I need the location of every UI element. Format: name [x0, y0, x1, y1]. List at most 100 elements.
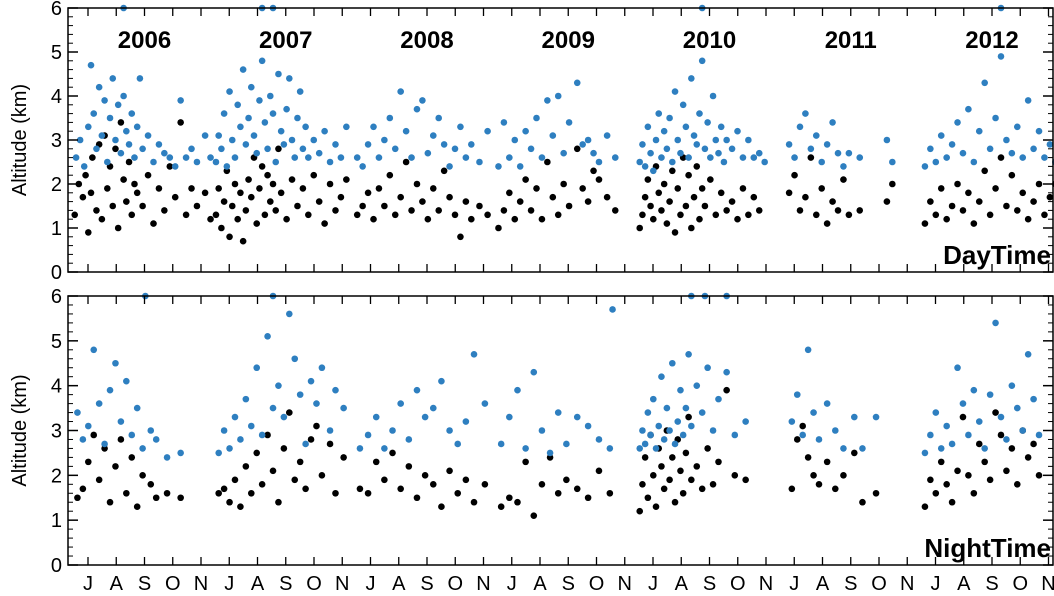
point-blue [112, 359, 119, 367]
point-blue [554, 92, 562, 100]
daytime-x-ticks [87, 8, 1050, 272]
point-black [264, 431, 271, 439]
point-black [79, 485, 87, 493]
point-black [462, 476, 470, 484]
point-blue [133, 123, 141, 131]
point-blue [682, 123, 690, 131]
point-black [435, 207, 443, 214]
point-blue [677, 149, 684, 157]
point-blue [106, 114, 114, 122]
point-blue [294, 114, 301, 122]
point-black [590, 167, 597, 175]
daytime-y-axis-title: Altitude (km) [9, 84, 31, 196]
point-black [74, 494, 81, 502]
point-black [959, 413, 967, 421]
year-label-2012: 2012 [965, 27, 1018, 54]
point-black [177, 494, 184, 502]
point-black [666, 198, 673, 205]
point-blue [310, 136, 318, 144]
point-blue [1024, 350, 1032, 358]
point-blue [76, 136, 84, 144]
point-black [932, 489, 940, 497]
point-blue [573, 413, 581, 421]
point-blue [810, 409, 817, 416]
x-tick-label: S [420, 573, 433, 595]
point-blue [299, 145, 307, 153]
point-black [188, 185, 195, 192]
point-black [788, 485, 796, 493]
point-blue [704, 364, 711, 372]
point-blue [840, 163, 847, 170]
point-black [791, 171, 798, 179]
point-black [242, 207, 250, 214]
point-black [802, 193, 809, 201]
point-blue [679, 101, 687, 109]
point-blue [647, 149, 654, 157]
point-blue [123, 127, 130, 135]
point-black [728, 198, 736, 205]
point-blue [429, 132, 437, 139]
point-blue [264, 333, 271, 340]
point-black [305, 211, 312, 219]
point-black [84, 229, 92, 236]
point-black [226, 233, 233, 241]
point-blue [992, 114, 999, 122]
point-black [150, 220, 157, 227]
point-blue [554, 409, 562, 416]
point-blue [831, 427, 839, 434]
point-black [682, 202, 690, 210]
point-black [538, 215, 546, 223]
point-black [457, 233, 464, 241]
point-black [106, 498, 114, 506]
point-black [723, 386, 730, 394]
point-black [112, 463, 119, 470]
point-black [95, 476, 103, 484]
point-blue [305, 154, 312, 161]
y-tick-label: 0 [51, 555, 62, 577]
point-blue [286, 310, 293, 318]
point-black [516, 198, 524, 205]
point-blue [723, 368, 730, 376]
point-black [228, 202, 236, 210]
point-black [522, 176, 529, 183]
point-black [275, 145, 282, 153]
point-black [389, 449, 396, 457]
point-black [237, 189, 244, 197]
point-blue [128, 431, 136, 439]
point-blue [74, 409, 81, 416]
point-black [1030, 198, 1037, 205]
point-black [785, 189, 793, 197]
point-black [734, 215, 741, 223]
point-blue [1030, 395, 1037, 403]
point-black [391, 211, 399, 219]
point-blue [359, 163, 366, 170]
point-blue [286, 75, 293, 82]
point-blue [997, 413, 1005, 421]
point-black [693, 163, 701, 170]
point-blue [364, 141, 372, 148]
point-blue [815, 436, 823, 443]
point-blue [72, 154, 80, 161]
point-blue [595, 158, 603, 166]
point-black [247, 489, 255, 497]
point-blue [261, 119, 269, 126]
point-black [144, 171, 152, 179]
nighttime-y-axis-title: Altitude (km) [9, 374, 31, 486]
x-tick-label: O [165, 573, 181, 595]
point-blue [275, 70, 282, 78]
point-black [429, 481, 437, 488]
point-black [704, 445, 711, 452]
point-blue [796, 123, 804, 131]
y-tick-label: 4 [51, 86, 62, 108]
point-blue [845, 149, 853, 157]
point-black [245, 176, 252, 183]
point-blue [701, 145, 709, 153]
point-black [75, 180, 83, 188]
point-blue [296, 391, 304, 398]
point-black [554, 211, 562, 219]
year-label-2011: 2011 [825, 27, 877, 54]
point-blue [943, 422, 950, 430]
x-tick-label: A [675, 573, 689, 595]
point-blue [579, 141, 586, 148]
